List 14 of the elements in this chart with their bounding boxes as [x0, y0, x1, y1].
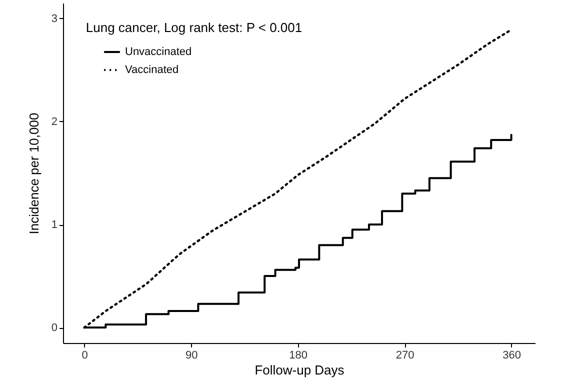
y-tick-label: 3	[51, 12, 58, 25]
y-axis-title: Incidence per 10,000	[26, 112, 42, 234]
x-tick-label: 180	[289, 350, 308, 362]
y-tick-label: 1	[51, 219, 58, 232]
legend-label: Unvaccinated	[125, 46, 192, 58]
text: Lung cancer, Log rank test: P < 0.001	[86, 20, 302, 35]
legend-label: Vaccinated	[125, 64, 179, 76]
x-tick-label: 360	[502, 350, 521, 362]
y-tick-label: 0	[51, 322, 58, 334]
y-tick-label: 2	[51, 116, 58, 128]
x-axis-title: Follow-up Days	[254, 362, 345, 378]
x-tick-label: 270	[396, 350, 414, 362]
x-tick-label: 0	[82, 350, 88, 362]
x-tick-label: 90	[185, 350, 198, 362]
